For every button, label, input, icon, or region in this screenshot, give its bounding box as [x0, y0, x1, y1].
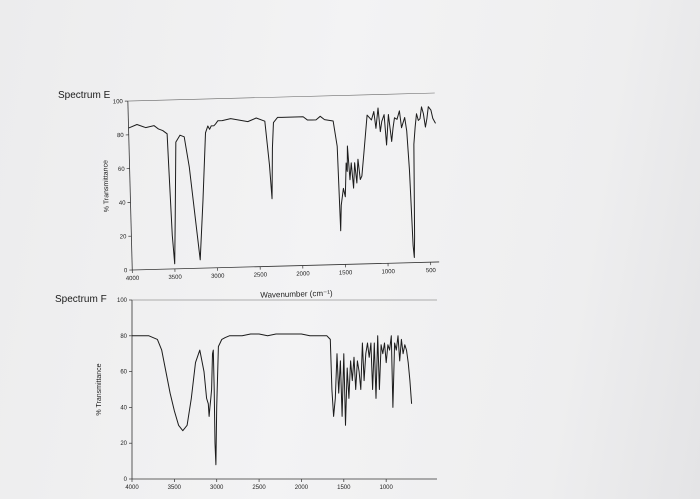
x-tick-label: 4000: [125, 485, 139, 491]
spectrum-f-label: Spectrum F: [55, 294, 107, 305]
x-tick-label: 2500: [252, 485, 266, 491]
y-tick-label: 20: [120, 441, 127, 447]
x-tick-label: 2500: [254, 272, 268, 278]
y-tick-label: 0: [124, 477, 128, 483]
x-tick-label: 2000: [295, 485, 309, 491]
y-axis-line: [127, 101, 133, 270]
y-tick-label: 80: [117, 133, 124, 139]
y-axis-label: % Transmittance: [102, 160, 110, 212]
top-frame-line: [127, 92, 435, 102]
x-tick-label: 1500: [339, 270, 353, 276]
x-tick-label: 3000: [210, 485, 224, 491]
y-tick-label: 20: [120, 234, 127, 240]
y-tick-label: 0: [124, 268, 128, 274]
x-tick-label: 1000: [379, 485, 393, 491]
x-tick-label: 500: [426, 268, 437, 274]
y-tick-label: 60: [120, 370, 127, 376]
spectrum-e-label: Spectrum E: [58, 90, 111, 101]
y-axis-label: % Transmittance: [96, 363, 103, 415]
spectrum-line: [128, 106, 436, 265]
plot-group: 0 20 40 60 80 100 4000 3500 3000 2500 2000 1500 1000…: [96, 298, 437, 491]
x-tick-label: 3500: [168, 485, 182, 491]
x-tick-label: 4000: [126, 276, 140, 282]
y-tick-label: 100: [117, 298, 128, 304]
x-axis-label: Wavenumber (cm⁻¹): [260, 289, 333, 300]
y-tick-label: 80: [120, 334, 127, 340]
y-tick-label: 100: [113, 99, 124, 105]
x-tick-label: 3000: [211, 274, 225, 280]
x-tick-label: 1000: [381, 269, 395, 275]
x-tick-label: 3500: [168, 275, 182, 281]
plot-group: 0 20 40 60 80 100 4000 3500 3000 2500 2000 1500 1000…: [102, 92, 440, 300]
spectrum-line: [132, 333, 413, 466]
x-tick-label: 1500: [337, 485, 351, 491]
y-tick-label: 40: [119, 201, 126, 207]
x-tick-label: 2000: [296, 271, 310, 277]
y-tick-label: 60: [118, 167, 125, 173]
y-tick-label: 40: [120, 405, 127, 411]
